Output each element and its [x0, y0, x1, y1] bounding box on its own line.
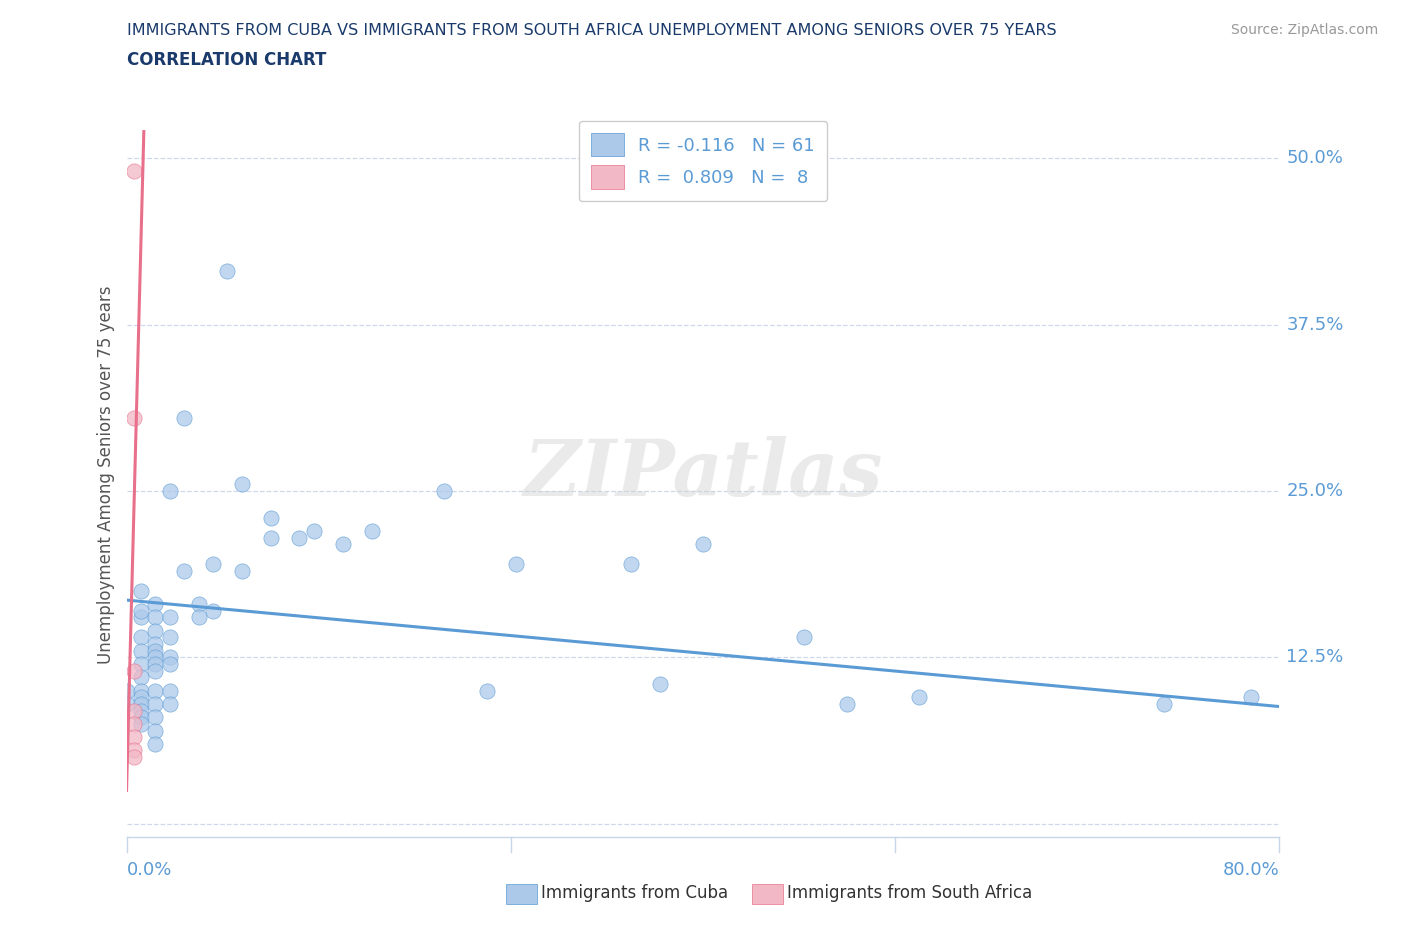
- Point: [129, 644, 152, 658]
- Point: [145, 623, 166, 638]
- Point: [145, 724, 166, 738]
- Point: [145, 636, 166, 651]
- Point: [217, 264, 239, 279]
- Point: [360, 524, 382, 538]
- Point: [187, 597, 209, 612]
- Point: [145, 710, 166, 724]
- Text: 50.0%: 50.0%: [1286, 149, 1343, 167]
- Point: [145, 644, 166, 658]
- Point: [159, 697, 181, 711]
- Point: [159, 657, 181, 671]
- Point: [115, 684, 138, 698]
- Point: [159, 610, 181, 625]
- Point: [129, 630, 152, 644]
- Point: [129, 604, 152, 618]
- Text: ZIPatlas: ZIPatlas: [523, 436, 883, 512]
- Point: [648, 676, 671, 691]
- Point: [129, 690, 152, 705]
- Point: [835, 697, 858, 711]
- Point: [122, 750, 145, 764]
- Text: 12.5%: 12.5%: [1286, 648, 1344, 666]
- Point: [173, 410, 195, 425]
- Point: [145, 663, 166, 678]
- Point: [475, 684, 498, 698]
- Text: 80.0%: 80.0%: [1223, 860, 1279, 879]
- Point: [122, 663, 145, 678]
- Point: [259, 511, 281, 525]
- Text: IMMIGRANTS FROM CUBA VS IMMIGRANTS FROM SOUTH AFRICA UNEMPLOYMENT AMONG SENIORS : IMMIGRANTS FROM CUBA VS IMMIGRANTS FROM …: [127, 23, 1056, 38]
- Point: [122, 730, 145, 745]
- Text: Immigrants from South Africa: Immigrants from South Africa: [787, 884, 1032, 902]
- Y-axis label: Unemployment Among Seniors over 75 years: Unemployment Among Seniors over 75 years: [97, 286, 115, 663]
- Point: [129, 684, 152, 698]
- Point: [302, 524, 325, 538]
- Point: [231, 564, 253, 578]
- Point: [145, 650, 166, 665]
- Point: [620, 557, 643, 572]
- Point: [145, 684, 166, 698]
- Point: [129, 657, 152, 671]
- Point: [159, 684, 181, 698]
- Point: [122, 716, 145, 731]
- Text: 37.5%: 37.5%: [1286, 315, 1344, 334]
- Point: [908, 690, 931, 705]
- Point: [433, 484, 456, 498]
- Point: [288, 530, 311, 545]
- Point: [122, 410, 145, 425]
- Point: [259, 530, 281, 545]
- Point: [122, 164, 145, 179]
- Point: [122, 743, 145, 758]
- Legend: R = -0.116   N = 61, R =  0.809   N =  8: R = -0.116 N = 61, R = 0.809 N = 8: [579, 121, 827, 201]
- Text: 0.0%: 0.0%: [127, 860, 172, 879]
- Text: Source: ZipAtlas.com: Source: ZipAtlas.com: [1230, 23, 1378, 37]
- Point: [145, 657, 166, 671]
- Point: [231, 477, 253, 492]
- Point: [505, 557, 527, 572]
- Point: [159, 484, 181, 498]
- Point: [159, 630, 181, 644]
- Text: 25.0%: 25.0%: [1286, 482, 1344, 500]
- Point: [1240, 690, 1263, 705]
- Point: [145, 737, 166, 751]
- Text: CORRELATION CHART: CORRELATION CHART: [127, 51, 326, 69]
- Point: [173, 564, 195, 578]
- Point: [332, 537, 354, 551]
- Point: [159, 650, 181, 665]
- Point: [692, 537, 714, 551]
- Point: [793, 630, 815, 644]
- Point: [122, 703, 145, 718]
- Text: Immigrants from Cuba: Immigrants from Cuba: [541, 884, 728, 902]
- Point: [129, 716, 152, 731]
- Point: [129, 583, 152, 598]
- Point: [129, 710, 152, 724]
- Point: [129, 670, 152, 684]
- Point: [115, 697, 138, 711]
- Point: [145, 610, 166, 625]
- Point: [202, 557, 225, 572]
- Point: [145, 697, 166, 711]
- Point: [129, 697, 152, 711]
- Point: [129, 610, 152, 625]
- Point: [1153, 697, 1175, 711]
- Point: [202, 604, 225, 618]
- Point: [129, 703, 152, 718]
- Point: [187, 610, 209, 625]
- Point: [145, 597, 166, 612]
